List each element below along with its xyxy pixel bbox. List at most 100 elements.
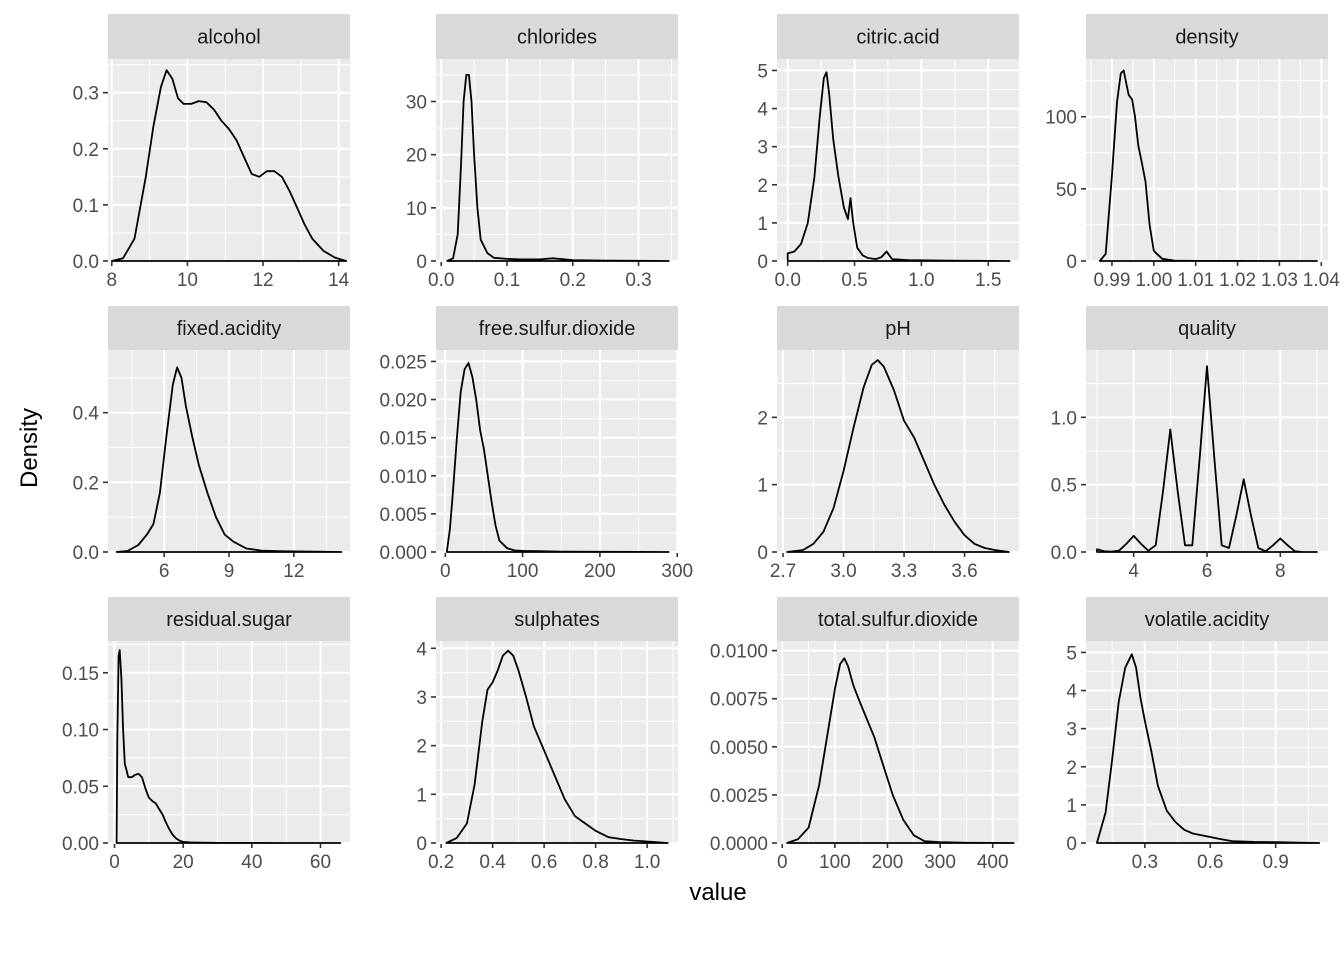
panel-free-sulfur-dioxide: free.sulfur.dioxide 0 100 200 300 0.000 0.005 0… xyxy=(379,306,693,582)
x-tick-label: 12 xyxy=(283,561,304,582)
facet-strip xyxy=(108,306,350,350)
density-curve xyxy=(1096,365,1318,553)
x-tick-label: 2.7 xyxy=(770,561,796,582)
panel-ph: pH 2.7 3.0 3.3 3.6 0 1 2 xyxy=(757,306,1019,582)
x-tick-label: 0 xyxy=(777,852,788,873)
facet-strip xyxy=(436,597,678,641)
facet-title: citric.acid xyxy=(856,27,939,49)
panel-residual-sugar: residual.sugar 0 20 40 60 0.00 0.05 0.10 0.15 xyxy=(62,597,350,873)
y-tick-label: 0.00 xyxy=(62,834,99,855)
density-curve xyxy=(1096,653,1321,844)
x-tick-label: 12 xyxy=(252,270,273,291)
x-tick-label: 14 xyxy=(328,270,350,291)
y-tick-label: 30 xyxy=(406,93,427,114)
facet-strip xyxy=(1086,306,1328,350)
x-tick-label: 0.6 xyxy=(1197,852,1223,873)
y-tick-label: 20 xyxy=(406,146,427,167)
density-curve xyxy=(786,71,1011,262)
y-tick-label: 0.3 xyxy=(73,84,99,105)
x-tick-label: 0.99 xyxy=(1093,270,1130,291)
x-tick-label: 3.3 xyxy=(891,561,917,582)
facet-title: total.sulfur.dioxide xyxy=(818,609,978,631)
y-tick-label: 0.15 xyxy=(62,664,99,685)
facet-title: residual.sugar xyxy=(166,609,292,631)
x-tick-label: 0.9 xyxy=(1262,852,1288,873)
x-tick-label: 1.01 xyxy=(1177,270,1214,291)
y-tick-label: 0 xyxy=(1066,252,1077,273)
y-tick-label: 0.000 xyxy=(379,543,427,564)
panel-background xyxy=(436,59,678,261)
facet-title: quality xyxy=(1178,318,1236,340)
y-tick-label: 2 xyxy=(1066,758,1077,779)
x-tick-label: 9 xyxy=(224,561,235,582)
x-tick-label: 1.00 xyxy=(1135,270,1172,291)
y-tick-label: 2 xyxy=(757,176,768,197)
y-tick-label: 10 xyxy=(406,199,427,220)
y-tick-label: 0.0 xyxy=(73,543,99,564)
y-tick-label: 3 xyxy=(757,138,768,159)
panel-background xyxy=(108,59,350,261)
y-tick-label: 1.0 xyxy=(1051,408,1077,429)
x-tick-label: 3.0 xyxy=(830,561,856,582)
x-tick-label: 0.6 xyxy=(531,852,557,873)
x-tick-label: 6 xyxy=(1202,561,1213,582)
x-tick-label: 0.0 xyxy=(428,270,454,291)
panel-background xyxy=(436,350,678,552)
panel-density: density 0.99 1.00 1.01 1.02 1.03 1.04 0 50 100 xyxy=(1045,14,1340,291)
y-tick-label: 5 xyxy=(757,61,768,82)
facet-strip xyxy=(436,14,678,59)
density-curve xyxy=(110,69,348,262)
x-tick-label: 400 xyxy=(977,852,1009,873)
panel-fixed-acidity: fixed.acidity 6 9 12 0.0 0.2 0.4 xyxy=(73,306,350,582)
panel-quality: quality 4 6 8 0.0 0.5 1.0 xyxy=(1051,306,1328,582)
y-tick-label: 0.2 xyxy=(73,140,99,161)
x-tick-label: 0.0 xyxy=(774,270,800,291)
y-tick-label: 0.015 xyxy=(379,429,427,450)
y-tick-label: 2 xyxy=(416,737,427,758)
facet-strip xyxy=(108,597,350,641)
density-curve xyxy=(786,359,1010,553)
facet-title: fixed.acidity xyxy=(177,318,282,340)
y-tick-label: 0.025 xyxy=(379,352,427,373)
y-tick-label: 0.5 xyxy=(1051,476,1077,497)
y-tick-label: 0.0050 xyxy=(710,738,768,759)
density-curve xyxy=(445,649,669,844)
panel-background xyxy=(1086,641,1328,843)
y-tick-label: 0 xyxy=(416,834,427,855)
panel-citric-acid: citric.acid 0.0 0.5 1.0 1.5 0 1 2 3 4 5 xyxy=(757,14,1019,291)
facet-strip xyxy=(1086,14,1328,59)
facet-title: volatile.acidity xyxy=(1145,609,1270,631)
density-curve xyxy=(445,362,670,553)
y-tick-label: 0 xyxy=(757,252,768,273)
y-tick-label: 0.010 xyxy=(379,467,427,488)
y-tick-label: 3 xyxy=(416,688,427,709)
y-tick-label: 0.0075 xyxy=(710,690,768,711)
panel-background xyxy=(777,59,1019,261)
y-tick-label: 0.10 xyxy=(62,721,99,742)
x-tick-label: 200 xyxy=(584,561,616,582)
y-tick-label: 3 xyxy=(1066,720,1077,741)
facet-title: chlorides xyxy=(517,27,597,49)
x-tick-label: 0.3 xyxy=(1132,852,1158,873)
y-tick-label: 0 xyxy=(757,543,768,564)
y-tick-label: 0.05 xyxy=(62,777,99,798)
y-tick-label: 1 xyxy=(757,214,768,235)
y-tick-label: 0.005 xyxy=(379,505,427,526)
x-tick-label: 300 xyxy=(661,561,693,582)
x-tick-label: 0 xyxy=(440,561,451,582)
y-tick-label: 2 xyxy=(757,408,768,429)
x-tick-label: 1.0 xyxy=(908,270,934,291)
x-tick-label: 200 xyxy=(872,852,904,873)
facet-strip xyxy=(1086,597,1328,641)
x-tick-label: 4 xyxy=(1128,561,1139,582)
x-tick-label: 40 xyxy=(241,852,262,873)
x-tick-label: 0 xyxy=(109,852,120,873)
y-tick-label: 0.0000 xyxy=(710,834,768,855)
x-tick-label: 1.02 xyxy=(1219,270,1256,291)
y-tick-label: 0.4 xyxy=(73,404,100,425)
facet-strip xyxy=(777,14,1019,59)
x-tick-label: 0.5 xyxy=(841,270,867,291)
x-tick-label: 3.6 xyxy=(951,561,977,582)
y-tick-label: 5 xyxy=(1066,643,1077,664)
y-tick-label: 0.0 xyxy=(73,252,99,273)
